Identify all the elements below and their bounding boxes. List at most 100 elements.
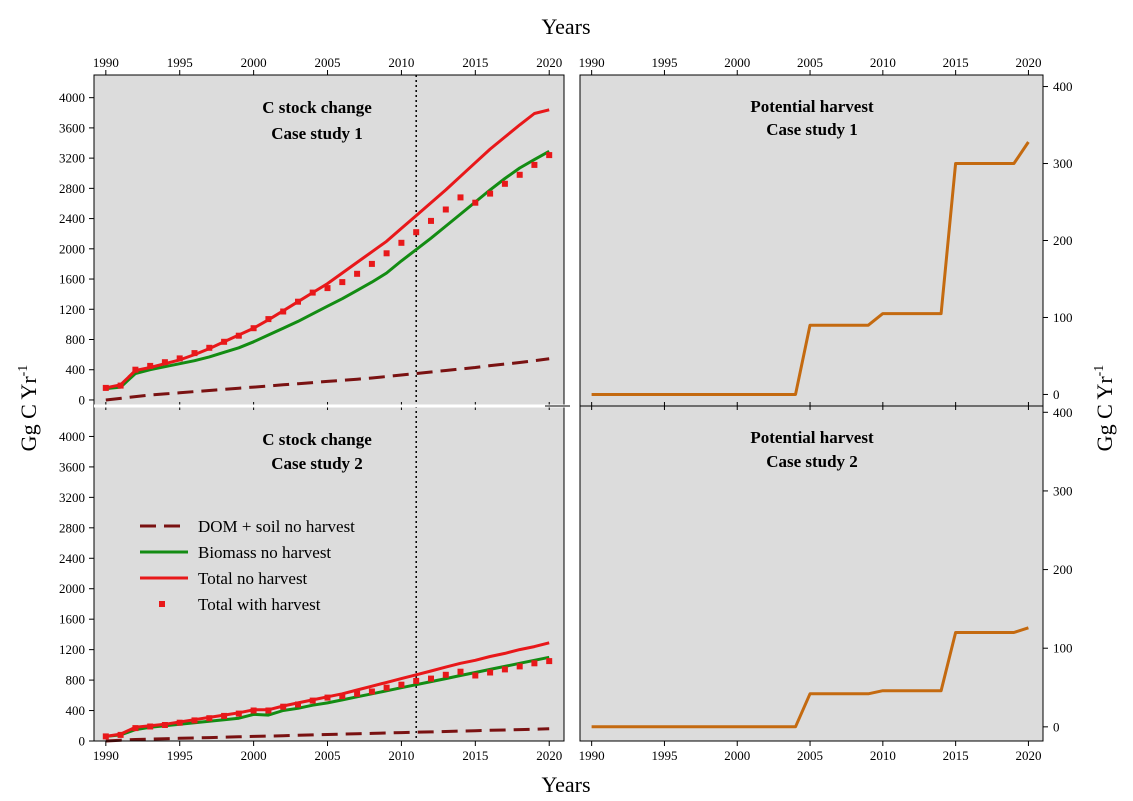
series-total-with-harvest-point [147,362,154,369]
series-total-with-harvest-point [546,658,553,665]
series-total-with-harvest-point [265,316,272,323]
series-potential-harvest-line [591,141,1030,396]
y-tick-label: 1200 [59,302,85,317]
panel-bottom-right-title-1: Potential harvest [750,428,874,447]
y-tick-label: 800 [66,673,86,688]
x-tick-label: 2010 [870,55,896,70]
x-tick-label: 2010 [388,55,414,70]
series-total-with-harvest-point [280,703,287,710]
series-total-with-harvest-point [428,217,434,224]
y-tick-label: 3600 [59,459,85,474]
series-total-with-harvest-point [413,229,420,236]
x-tick-label: 2020 [1015,748,1041,763]
series-total-with-harvest-point [383,250,390,257]
y-tick-label: 3200 [59,490,85,505]
x-tick-label: 2010 [388,748,414,763]
y-tick-label: 2000 [59,241,85,256]
x-tick-label: 1990 [579,748,605,763]
series-total-with-harvest-point [250,325,257,332]
y-axis-title-right-sup: -1 [1092,365,1107,377]
series-total-with-harvest-point [516,171,523,178]
x-tick-label: 2015 [462,55,488,70]
y-axis-title-right: Gg C Yr-1 [1092,365,1117,452]
series-total-with-harvest-point [265,707,272,714]
legend-label-biomass: Biomass no harvest [198,543,331,562]
x-tick-label: 2005 [315,55,341,70]
legend-swatch-total-with-harvest [159,601,165,607]
panel-bottom-left-title-2: Case study 2 [271,454,363,473]
y-tick-label: 800 [66,332,86,347]
panel-bottom-right-title-2: Case study 2 [766,452,858,471]
y-tick-label: 400 [1053,79,1073,94]
series-total-with-harvest-point [117,382,124,389]
y-tick-label: 200 [1053,233,1073,248]
x-tick-label: 1995 [651,748,677,763]
series-layer [102,75,1030,743]
x-tick-label: 2015 [943,748,969,763]
series-total-with-harvest-point [206,344,213,351]
series-total-with-harvest-point [442,206,449,213]
panel-top-left-bg [94,75,564,406]
y-tick-label: 2400 [59,551,85,566]
series-total-with-harvest-point [383,684,390,691]
panel-top-left-title-2: Case study 1 [271,124,363,143]
x-tick-label: 1990 [93,748,119,763]
series-total-with-harvest-point [368,688,375,695]
series-total-with-harvest-point [295,298,301,305]
x-axis-title-top: Years [541,14,590,39]
series-total-with-harvest-point [161,722,168,728]
panel-bottom-left-title-1: C stock change [262,430,372,449]
legend: DOM + soil no harvest Biomass no harvest… [140,517,355,614]
panel-bottom-right-bg [580,406,1043,741]
y-axis-title-left: Gg C Yr-1 [16,365,41,452]
panel-top-right-bg [580,75,1043,406]
series-total-with-harvest-point [221,338,228,345]
series-total-with-harvest-point [235,332,242,339]
y-tick-label: 0 [1053,387,1060,402]
y-tick-label: 2000 [59,581,85,596]
series-total-with-harvest-point [324,285,331,292]
series-total-with-harvest-point [309,697,316,704]
x-tick-label: 2020 [536,748,562,763]
series-total-with-harvest-point [516,663,523,670]
x-tick-label: 2000 [724,55,750,70]
ticks-layer: 1990 1995 2000 2005 2010 2015 2020040080012001… [59,55,1073,763]
x-tick-label: 2005 [797,55,823,70]
series-total-with-harvest-point [147,723,154,730]
series-total-with-harvest-point [531,161,538,168]
y-axis-title-left-sup: -1 [16,365,31,377]
legend-label-total-no-harvest: Total no harvest [198,569,308,588]
series-total-with-harvest-point [324,694,331,701]
y-tick-label: 1200 [59,642,85,657]
x-tick-label: 2020 [1015,55,1041,70]
y-tick-label: 100 [1053,641,1073,656]
y-axis-title-right-text: Gg C Yr [1092,376,1117,452]
y-tick-label: 400 [66,703,86,718]
series-total-with-harvest-point [191,717,198,724]
series-total-with-harvest-point [442,671,449,678]
x-tick-label: 2005 [315,748,341,763]
x-tick-label: 2020 [536,55,562,70]
series-total-with-harvest-point [206,715,213,722]
y-tick-label: 3600 [59,120,85,135]
y-tick-label: 2400 [59,211,85,226]
x-tick-label: 1995 [167,55,193,70]
panel-top-left-title-1: C stock change [262,98,372,117]
series-total-with-harvest-point [235,710,242,717]
series-total-with-harvest-point [102,733,109,740]
panel-bottom-right-frame [579,405,1044,742]
x-tick-label: 2000 [241,748,267,763]
series-total-with-harvest-point [457,668,464,675]
series-total-with-harvest-point [354,270,361,277]
series-total-with-harvest-point [339,693,346,700]
series-total-with-harvest-point [472,672,479,679]
series-potential-harvest-line [591,626,1029,729]
y-tick-label: 0 [79,392,86,407]
x-tick-label: 2000 [724,748,750,763]
x-tick-label: 2000 [241,55,267,70]
series-total-with-harvest-point [132,366,139,373]
series-total-with-harvest-point [102,384,109,391]
series-total-with-harvest-point [280,308,287,315]
panel-bottom-left-bg [94,406,564,741]
y-tick-label: 0 [79,734,86,749]
